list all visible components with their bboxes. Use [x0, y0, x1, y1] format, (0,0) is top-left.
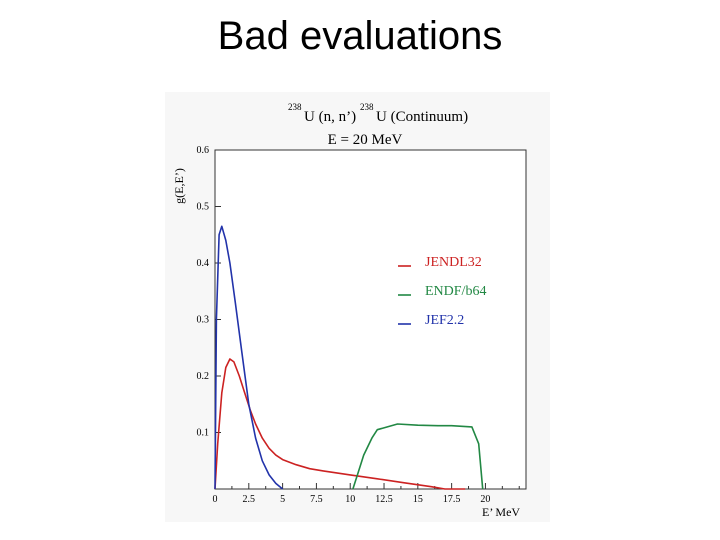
x-tick-label: 17.5 — [443, 494, 461, 505]
title-text-a: U (n, n’) — [304, 109, 356, 125]
legend-label: JENDL32 — [425, 255, 482, 270]
y-tick-label: 0.4 — [197, 258, 210, 269]
title-superscript-b: 238 — [360, 102, 374, 112]
x-tick-label: 7.5 — [310, 494, 323, 505]
y-tick-label: 0.5 — [197, 202, 210, 213]
legend: JENDL32 ENDF/b64 JEF2.2 — [398, 255, 486, 328]
title-text-b: U (Continuum) — [376, 109, 468, 125]
series-line-0 — [214, 358, 466, 490]
x-tick-label: 12.5 — [375, 494, 393, 505]
x-tick-label: 0 — [213, 494, 218, 505]
series-lines — [214, 225, 484, 490]
x-axis-label: E’ MeV — [482, 505, 520, 519]
x-tick-label: 5 — [280, 494, 285, 505]
x-tick-label: 20 — [480, 494, 490, 505]
legend-label: ENDF/b64 — [425, 284, 486, 299]
legend-label: JEF2.2 — [425, 313, 464, 328]
chart-subtitle: E = 20 MeV — [328, 132, 403, 148]
x-tick-label: 10 — [345, 494, 355, 505]
series-line-2 — [214, 225, 284, 490]
y-tick-label: 0.2 — [197, 371, 210, 382]
y-tick-label: 0.6 — [197, 145, 210, 156]
x-tick-label: 15 — [413, 494, 423, 505]
slide-title: Bad evaluations — [217, 14, 503, 58]
y-axis-label: g(E,E’) — [172, 168, 186, 204]
title-superscript-a: 238 — [288, 102, 302, 112]
y-tick-label: 0.3 — [197, 315, 210, 326]
y-tick-label: 0.1 — [197, 428, 210, 439]
x-tick-label: 2.5 — [243, 494, 256, 505]
series-line-1 — [352, 423, 484, 490]
chart-title: 238 U (n, n’) 238 U (Continuum) — [288, 102, 468, 125]
